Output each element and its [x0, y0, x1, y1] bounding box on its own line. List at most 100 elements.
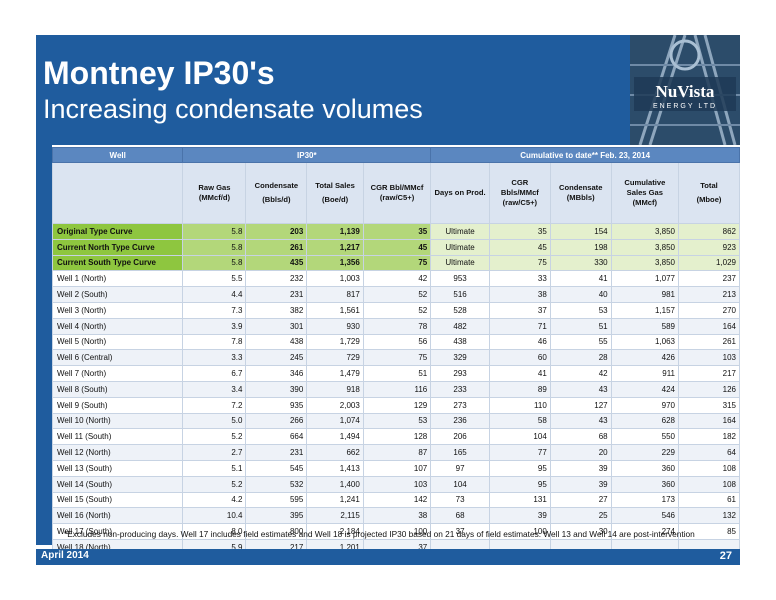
column-header: [51, 162, 184, 224]
table-cell: 75: [362, 254, 432, 272]
table-cell: 27: [549, 491, 612, 509]
header-band: [36, 35, 740, 145]
table-cell: 817: [306, 286, 364, 303]
ip30-table: Well IP30* Cumulative to date** Feb. 23,…: [51, 147, 740, 556]
table-cell: 231: [245, 444, 308, 461]
table-cell: 546: [610, 507, 680, 525]
well-row: Well 6 (Central) 3.3 245 729 75 329 60 28 426 103: [51, 349, 740, 367]
column-header-label: Total: [700, 181, 718, 190]
table-cell: 56: [362, 333, 432, 351]
table-cell: 77: [488, 444, 551, 461]
table-cell: 5.2: [182, 428, 247, 446]
table-cell: 930: [306, 317, 364, 335]
table-cell: 73: [430, 491, 490, 509]
table-cell: 1,561: [306, 301, 364, 319]
group-header-cumulative: Cumulative to date** Feb. 23, 2014: [430, 147, 740, 163]
side-accent-bar: [36, 145, 52, 545]
table-cell: 203: [245, 223, 308, 240]
table-cell: 97: [430, 459, 490, 477]
table-cell: 918: [306, 380, 364, 398]
table-cell: 231: [245, 286, 308, 303]
table-cell: 164: [678, 412, 740, 430]
well-row: Well 9 (South) 7.2 935 2,003 129 273 110 127 970…: [51, 396, 740, 414]
table-cell: 85: [678, 523, 740, 540]
table-cell: 33: [488, 270, 551, 288]
table-cell: 329: [430, 349, 490, 367]
table-cell: 52: [362, 286, 432, 303]
table-cell: 8.0: [182, 523, 247, 540]
table-cell: 233: [430, 380, 490, 398]
table-cell: 232: [245, 270, 308, 288]
table-cell: 261: [245, 238, 308, 256]
table-cell: 38: [362, 507, 432, 525]
table-cell: 1,157: [610, 301, 680, 319]
well-row: Well 4 (North) 3.9 301 930 78 482 71 51 589 164: [51, 317, 740, 335]
table-cell: 532: [245, 475, 308, 493]
table-cell: 923: [678, 238, 740, 256]
table-cell: 438: [430, 333, 490, 351]
footer-band: [36, 549, 740, 565]
table-cell: 46: [488, 333, 551, 351]
table-cell: 2,184: [306, 523, 364, 540]
table-cell: Ultimate: [430, 223, 490, 240]
table-cell: 662: [306, 444, 364, 461]
table-cell: 1,217: [306, 238, 364, 256]
row-label-cell: Well 9 (South): [51, 396, 184, 414]
table-cell: 3.3: [182, 349, 247, 367]
table-cell: 51: [549, 317, 612, 335]
table-cell: 213: [678, 286, 740, 303]
table-cell: 1,356: [306, 254, 364, 272]
table-cell: 482: [430, 317, 490, 335]
table-cell: 40: [549, 286, 612, 303]
table-cell: 360: [610, 475, 680, 493]
table-cell: 236: [430, 412, 490, 430]
table-cell: 128: [362, 428, 432, 446]
table-cell: 20: [549, 444, 612, 461]
table-cell: 237: [678, 270, 740, 288]
table-cell: 52: [362, 301, 432, 319]
table-cell: 58: [488, 412, 551, 430]
table-cell: 595: [245, 491, 308, 509]
table-cell: 1,479: [306, 365, 364, 382]
table-cell: 198: [549, 238, 612, 256]
table-cell: 528: [430, 301, 490, 319]
well-row: Well 11 (South) 5.2 664 1,494 128 206 104 68 550…: [51, 428, 740, 446]
table-cell: 4.2: [182, 491, 247, 509]
table-cell: 7.2: [182, 396, 247, 414]
row-label-cell: Well 16 (North): [51, 507, 184, 525]
table-cell: 274: [610, 523, 680, 540]
table-cell: 75: [488, 254, 551, 272]
column-header-unit: (Bbls/d): [262, 195, 291, 204]
table-cell: 729: [306, 349, 364, 367]
table-cell: 1,029: [678, 254, 740, 272]
table-cell: 3,850: [610, 254, 680, 272]
row-label-cell: Well 13 (South): [51, 459, 184, 477]
table-cell: 862: [678, 223, 740, 240]
column-header-unit: (Mboe): [696, 195, 722, 204]
column-header-label: Days on Prod.: [434, 188, 486, 197]
page-number: 27: [719, 550, 732, 562]
table-cell: 1,413: [306, 459, 364, 477]
column-header: Raw Gas (MMcf/d): [182, 162, 247, 224]
table-cell: 1,241: [306, 491, 364, 509]
table-cell: 7.3: [182, 301, 247, 319]
table-column-header-row: Raw Gas (MMcf/d) Condensate (Bbls/d) Total …: [51, 162, 740, 224]
table-cell: 664: [245, 428, 308, 446]
table-cell: 43: [549, 412, 612, 430]
row-label-cell: Well 4 (North): [51, 317, 184, 335]
table-cell: 39: [549, 475, 612, 493]
table-cell: 5.8: [182, 223, 247, 240]
well-row: Well 3 (North) 7.3 382 1,561 52 528 37 53 1,157 2…: [51, 301, 740, 319]
slide-subtitle: Increasing condensate volumes: [43, 94, 423, 124]
table-cell: 87: [362, 444, 432, 461]
table-cell: 382: [245, 301, 308, 319]
table-cell: 142: [362, 491, 432, 509]
svg-text:NuVista: NuVista: [656, 82, 715, 101]
table-cell: 360: [610, 459, 680, 477]
table-cell: 100: [362, 523, 432, 540]
column-header: CGR Bbls/MMcf (raw/C5+): [488, 162, 551, 224]
table-cell: 911: [610, 365, 680, 382]
footnote: *Excludes non-producing days. Well 17 in…: [64, 529, 695, 539]
row-label-cell: Well 6 (Central): [51, 349, 184, 367]
table-cell: 37: [488, 301, 551, 319]
